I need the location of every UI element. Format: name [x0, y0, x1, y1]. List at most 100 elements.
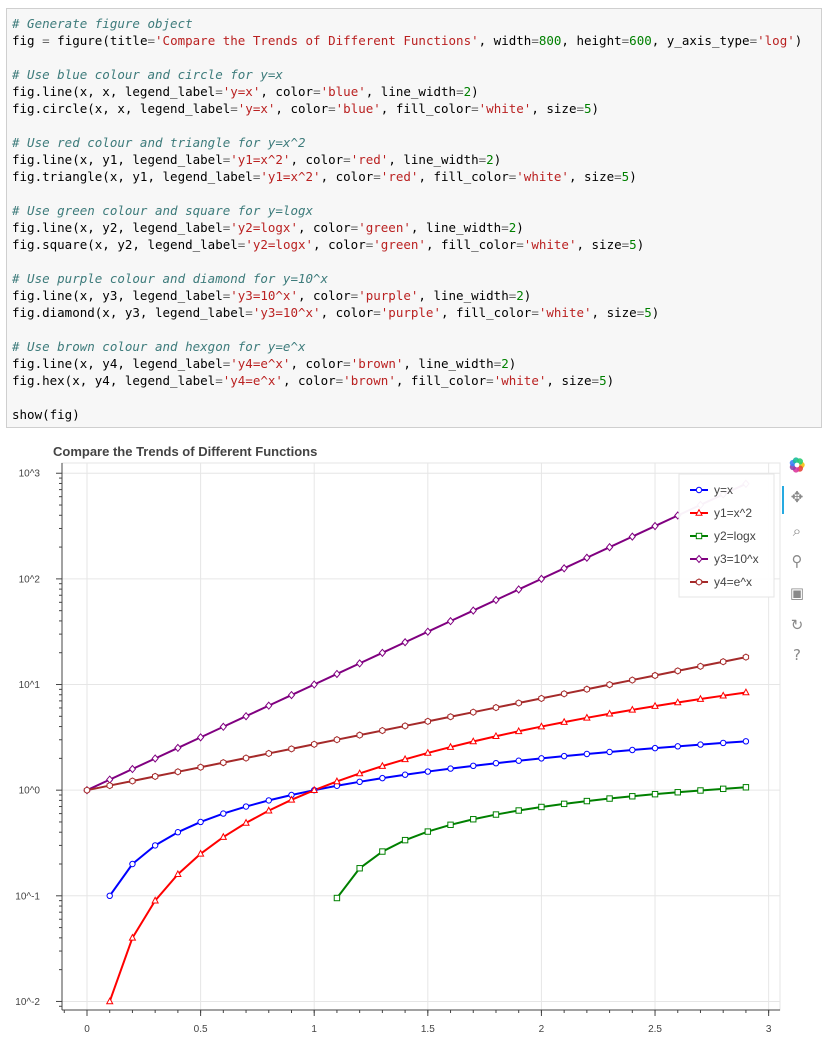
data-point-y4=e^x[interactable]	[265, 749, 272, 758]
data-point-y=x[interactable]	[719, 739, 727, 747]
data-point-y4=e^x[interactable]	[288, 745, 295, 753]
data-point-y1=x^2[interactable]	[742, 688, 750, 696]
data-point-y3=10^x[interactable]	[583, 553, 591, 563]
data-point-y2=logx[interactable]	[719, 785, 727, 793]
code-editor[interactable]: # Generate figure object fig = figure(tit…	[12, 15, 816, 423]
data-point-y2=logx[interactable]	[538, 803, 545, 811]
data-point-y1=x^2[interactable]	[673, 698, 682, 706]
data-point-y4=e^x[interactable]	[311, 740, 318, 748]
data-point-y1=x^2[interactable]	[333, 777, 341, 785]
reset-tool-icon[interactable]: ↻	[786, 614, 808, 636]
legend-marker[interactable]	[695, 486, 703, 494]
data-point-y4=e^x[interactable]	[629, 676, 636, 684]
data-point-y1=x^2[interactable]	[651, 701, 659, 709]
data-point-y4=e^x[interactable]	[83, 786, 91, 794]
data-point-y4=e^x[interactable]	[151, 772, 159, 781]
data-point-y4=e^x[interactable]	[470, 708, 477, 716]
data-point-y2=logx[interactable]	[651, 790, 659, 798]
data-point-y2=logx[interactable]	[583, 797, 591, 805]
data-point-y=x[interactable]	[538, 755, 545, 762]
data-point-y4=e^x[interactable]	[356, 731, 363, 739]
data-point-y=x[interactable]	[515, 757, 522, 764]
bokeh-logo-icon[interactable]	[786, 454, 808, 476]
legend-marker[interactable]	[695, 508, 703, 516]
data-point-y4=e^x[interactable]	[447, 713, 454, 721]
data-point-y4=e^x[interactable]	[674, 667, 681, 675]
data-point-y3=10^x[interactable]	[378, 648, 387, 658]
data-point-y1=x^2[interactable]	[560, 717, 568, 725]
data-point-y=x[interactable]	[447, 765, 454, 772]
box-zoom-tool-icon[interactable]: ⌕	[786, 520, 808, 542]
data-point-y3=10^x[interactable]	[128, 764, 137, 774]
data-point-y3=10^x[interactable]	[242, 711, 250, 721]
data-point-y4=e^x[interactable]	[174, 768, 182, 776]
data-point-y4=e^x[interactable]	[720, 658, 727, 666]
data-point-y1=x^2[interactable]	[105, 997, 114, 1005]
data-point-y=x[interactable]	[424, 768, 432, 775]
data-point-y4=e^x[interactable]	[129, 777, 136, 785]
data-point-y1=x^2[interactable]	[719, 691, 728, 699]
data-point-y3=10^x[interactable]	[492, 595, 500, 605]
data-point-y1=x^2[interactable]	[287, 795, 296, 803]
data-point-y4=e^x[interactable]	[333, 736, 341, 744]
data-point-y4=e^x[interactable]	[379, 726, 386, 735]
data-point-y4=e^x[interactable]	[106, 781, 113, 790]
data-point-y4=e^x[interactable]	[515, 699, 522, 707]
data-point-y=x[interactable]	[220, 810, 227, 817]
data-point-y4=e^x[interactable]	[492, 703, 500, 712]
data-point-y2=logx[interactable]	[356, 865, 363, 872]
data-point-y3=10^x[interactable]	[355, 659, 364, 668]
save-tool-icon[interactable]: ▣	[786, 582, 808, 604]
data-point-y1=x^2[interactable]	[196, 849, 205, 857]
data-point-y1=x^2[interactable]	[174, 869, 182, 878]
data-point-y=x[interactable]	[674, 743, 681, 750]
data-point-y=x[interactable]	[242, 803, 250, 810]
data-point-y=x[interactable]	[401, 771, 409, 778]
data-point-y3=10^x[interactable]	[265, 701, 273, 710]
data-point-y1=x^2[interactable]	[401, 754, 409, 763]
data-point-y1=x^2[interactable]	[310, 785, 319, 793]
data-point-y=x[interactable]	[129, 860, 136, 868]
data-point-y2=logx[interactable]	[674, 789, 681, 796]
data-point-y3=10^x[interactable]	[515, 585, 523, 594]
data-point-y2=logx[interactable]	[470, 816, 477, 823]
data-point-y=x[interactable]	[174, 829, 182, 836]
code-cell[interactable]: # Generate figure object fig = figure(tit…	[6, 8, 822, 428]
data-point-y2=logx[interactable]	[606, 795, 613, 802]
data-point-y=x[interactable]	[356, 778, 363, 786]
data-point-y3=10^x[interactable]	[219, 722, 227, 732]
data-point-y3=10^x[interactable]	[469, 606, 477, 615]
data-point-y1=x^2[interactable]	[378, 761, 387, 769]
legend-marker[interactable]	[695, 532, 703, 540]
data-point-y1=x^2[interactable]	[696, 694, 705, 702]
data-point-y4=e^x[interactable]	[401, 722, 409, 730]
data-point-y1=x^2[interactable]	[446, 742, 455, 750]
data-point-y1=x^2[interactable]	[151, 896, 159, 904]
data-point-y3=10^x[interactable]	[560, 564, 568, 573]
series-line-y3=10^x[interactable]	[86, 482, 747, 792]
data-point-y=x[interactable]	[265, 797, 272, 804]
wheel-zoom-tool-icon[interactable]: ⚲	[786, 550, 808, 572]
data-point-y1=x^2[interactable]	[128, 933, 137, 941]
data-point-y1=x^2[interactable]	[242, 818, 250, 826]
data-point-y1=x^2[interactable]	[492, 731, 500, 740]
data-point-y3=10^x[interactable]	[628, 532, 636, 541]
data-point-y=x[interactable]	[470, 762, 477, 770]
data-point-y3=10^x[interactable]	[151, 754, 159, 763]
data-point-y3=10^x[interactable]	[174, 743, 182, 753]
data-point-y4=e^x[interactable]	[197, 763, 204, 771]
data-point-y4=e^x[interactable]	[424, 717, 431, 726]
data-point-y1=x^2[interactable]	[514, 726, 523, 735]
legend-marker[interactable]	[695, 578, 703, 586]
data-point-y=x[interactable]	[106, 892, 113, 900]
data-point-y3=10^x[interactable]	[651, 521, 659, 531]
data-point-y1=x^2[interactable]	[469, 737, 478, 745]
data-point-y2=logx[interactable]	[560, 800, 568, 808]
data-point-y=x[interactable]	[742, 738, 750, 745]
data-point-y2=logx[interactable]	[515, 807, 522, 814]
data-point-y=x[interactable]	[560, 752, 568, 760]
data-point-y2=logx[interactable]	[492, 811, 500, 818]
pan-tool-icon[interactable]: ✥	[786, 486, 808, 508]
data-point-y2=logx[interactable]	[401, 836, 409, 844]
data-point-y2=logx[interactable]	[697, 787, 704, 794]
